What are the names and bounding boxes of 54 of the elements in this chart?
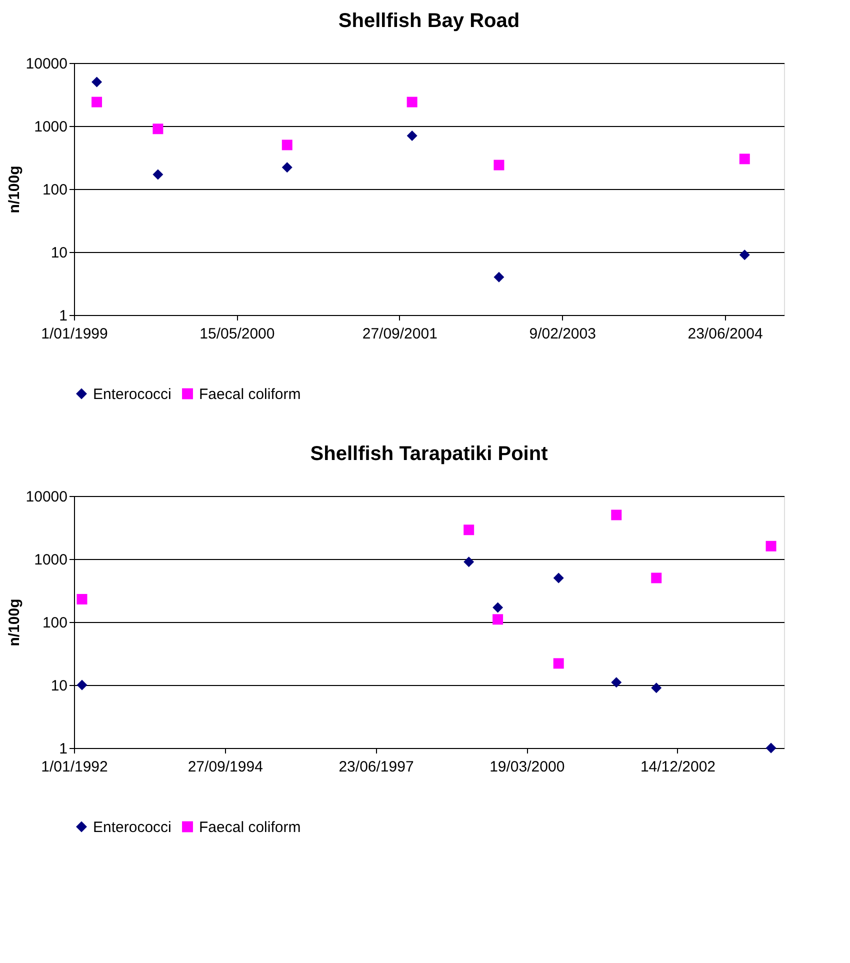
legend-label: Enterococci: [93, 818, 172, 836]
point: [282, 140, 292, 150]
y-axis-title: n/100g: [6, 166, 23, 214]
point: [464, 556, 474, 568]
point: [406, 130, 418, 142]
point: [553, 572, 564, 584]
point: [282, 162, 292, 173]
point: [92, 76, 102, 88]
x-tick-label: 23/06/2004: [688, 326, 763, 342]
point: [739, 250, 750, 260]
point: [492, 602, 504, 613]
y-tick-label: 1000: [34, 118, 68, 136]
x-tick-label: 23/06/1997: [338, 758, 414, 776]
y-tick-label: 1: [59, 308, 68, 324]
y-tick-label: 10000: [26, 56, 68, 72]
x-tick-label: 15/05/2000: [200, 326, 275, 342]
point: [152, 169, 164, 180]
point: [766, 742, 776, 754]
y-axis-title: n/100g: [6, 598, 23, 646]
point: [494, 160, 504, 170]
x-tick-label: 19/03/2000: [490, 758, 565, 776]
point: [76, 680, 88, 690]
y-tick-label: 1000: [34, 552, 68, 568]
point: [492, 614, 504, 625]
point: [651, 572, 662, 584]
x-tick-label: 27/09/1994: [188, 758, 263, 776]
point: [651, 682, 662, 694]
point: [152, 124, 164, 134]
point: [611, 510, 622, 520]
point: [739, 154, 750, 164]
x-tick-label: 9/02/2003: [529, 326, 596, 342]
point: [92, 96, 102, 108]
chart-title: Shellfish Tarapatiki Point: [310, 443, 548, 465]
legend-label: Faecal coliform: [199, 818, 301, 836]
x-tick-label: 14/12/2002: [640, 758, 716, 776]
legend-label: Enterococci: [93, 386, 172, 403]
point: [553, 658, 564, 669]
x-tick-label: 1/01/1992: [41, 758, 108, 776]
x-tick-label: 27/09/2001: [362, 326, 438, 342]
y-tick-label: 100: [42, 614, 68, 632]
y-tick-label: 100: [42, 182, 68, 198]
point: [494, 272, 504, 282]
y-tick-label: 10000: [26, 488, 68, 506]
point: [406, 96, 418, 108]
point: [611, 677, 622, 688]
x-tick-label: 1/01/1999: [41, 326, 108, 342]
chart-title: Shellfish Bay Road: [338, 10, 520, 32]
legend-label: Faecal coliform: [199, 386, 301, 403]
y-tick-label: 10: [50, 244, 68, 262]
point: [76, 594, 88, 604]
y-tick-label: 1: [59, 740, 68, 758]
y-tick-label: 10: [50, 678, 68, 694]
point: [464, 524, 474, 536]
point: [766, 540, 776, 552]
